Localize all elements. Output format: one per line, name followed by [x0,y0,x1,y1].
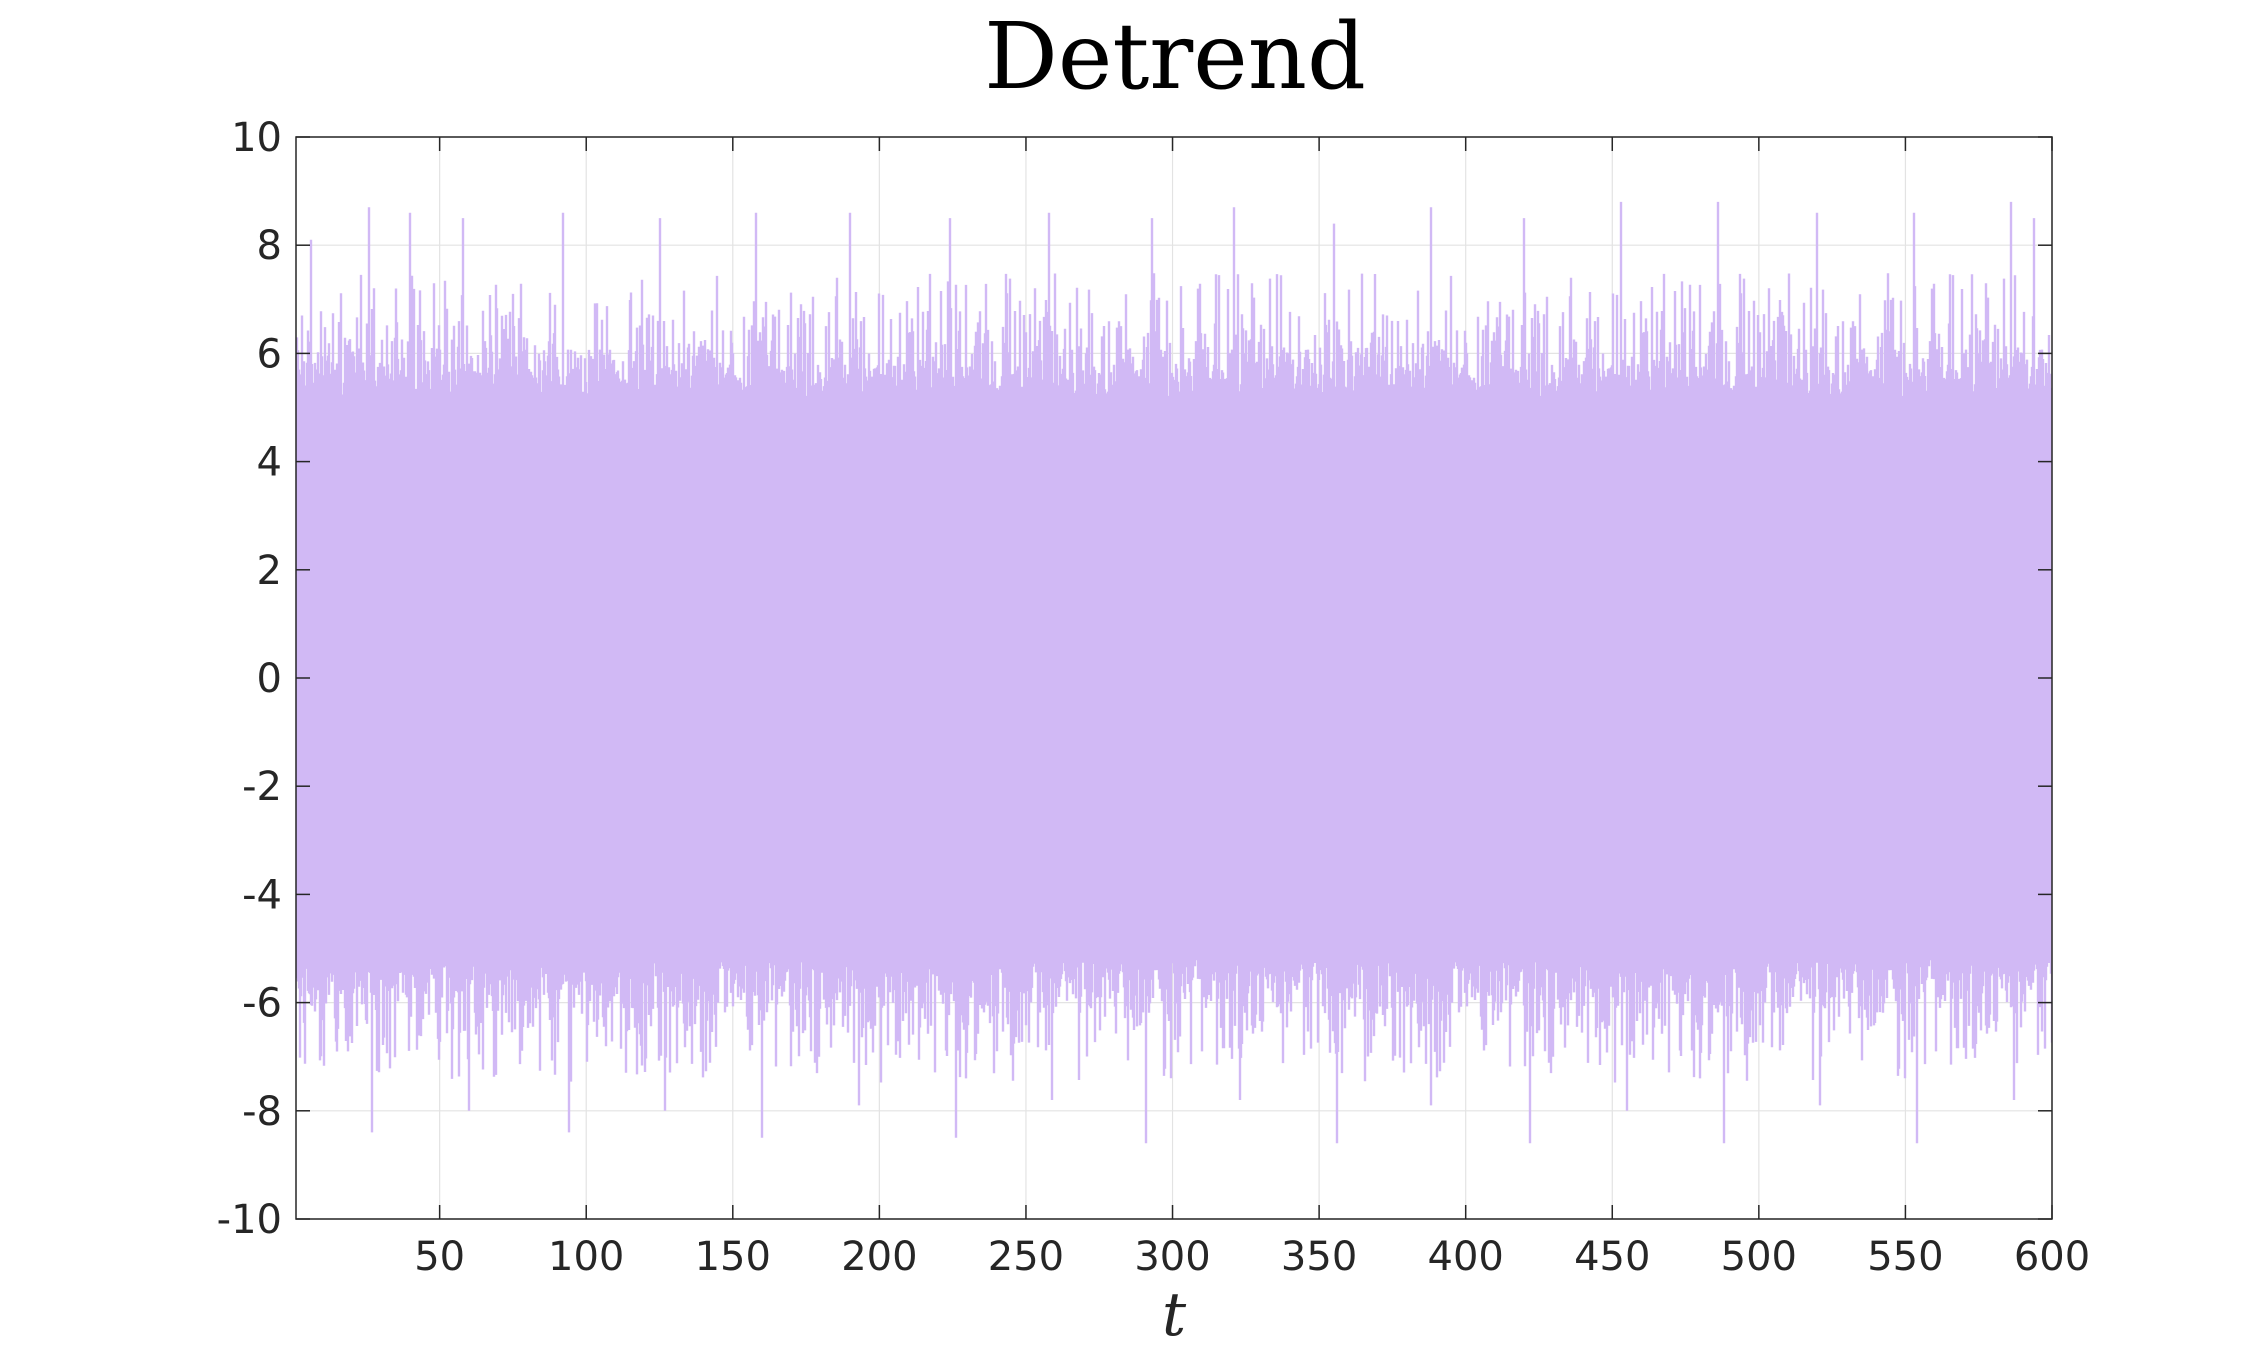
x-axis-label: t [1162,1280,1187,1350]
y-tick-label--2: -2 [242,764,282,810]
x-tick-label-600: 600 [2014,1234,2090,1280]
y-tick-label-8: 8 [257,223,282,269]
x-tick-label-100: 100 [548,1234,624,1280]
y-tick-label-2: 2 [257,548,282,594]
y-tick-label--8: -8 [242,1089,282,1135]
y-tick-label--4: -4 [242,872,282,918]
axis-ticks: 50 100 150 200 250 300 350 400 450 500 550 600-10-8… [217,115,2091,1280]
chart-title: Detrend [984,3,1366,110]
x-tick-label-500: 500 [1721,1234,1797,1280]
x-tick-label-450: 450 [1574,1234,1650,1280]
y-tick-label-4: 4 [257,440,282,486]
y-tick-label-10: 10 [231,115,282,161]
series-detrend-signal [296,201,2052,1144]
signal-core-band [296,407,2052,949]
x-tick-label-150: 150 [695,1234,771,1280]
x-tick-label-350: 350 [1281,1234,1357,1280]
x-tick-label-550: 550 [1867,1234,1943,1280]
y-tick-label--6: -6 [242,981,282,1027]
y-tick-label-6: 6 [257,331,282,377]
x-tick-label-300: 300 [1134,1234,1210,1280]
x-tick-label-200: 200 [841,1234,917,1280]
x-tick-label-50: 50 [414,1234,465,1280]
x-tick-label-400: 400 [1428,1234,1504,1280]
y-tick-label--10: -10 [217,1197,282,1243]
y-tick-label-0: 0 [257,656,282,702]
x-tick-label-250: 250 [988,1234,1064,1280]
